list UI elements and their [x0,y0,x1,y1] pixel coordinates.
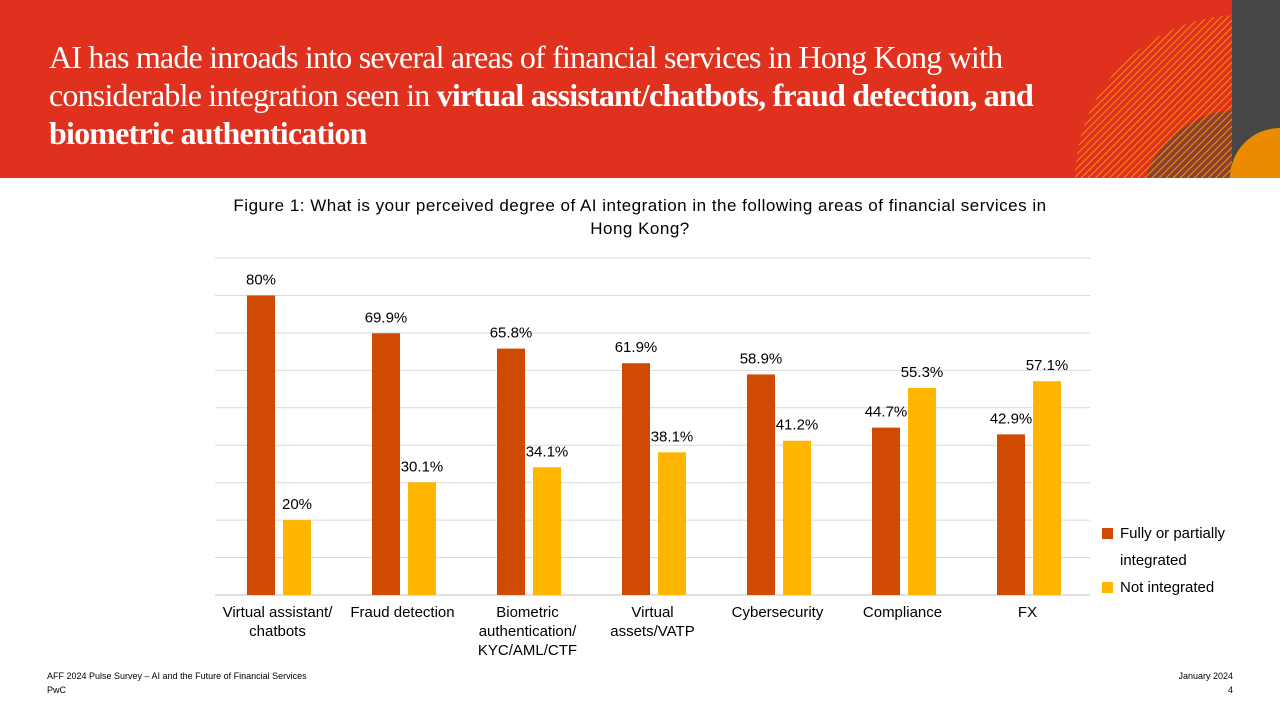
x-tick-label: Virtual assets/VATP [610,604,695,640]
bar [908,387,936,595]
x-tick-label: Cybersecurity [731,604,824,621]
x-tick-label: Compliance [862,604,943,621]
bar [372,333,400,595]
bar [872,427,900,595]
data-label: 69.9% [365,309,408,326]
footer-source: AFF 2024 Pulse Survey – AI and the Futur… [47,671,307,681]
bar [783,440,811,595]
data-label: 58.9% [740,350,783,367]
bar [247,295,275,595]
x-tick-label: Fraud detection [350,604,455,621]
page-number: 4 [1227,685,1233,695]
x-tick-label: Virtual assistant/ chatbots [222,604,333,640]
legend-swatch [1102,528,1113,539]
data-label: 57.1% [1026,357,1069,374]
data-label: 30.1% [401,458,444,475]
bar [1033,381,1061,595]
x-tick-label: Biometric authentication/ KYC/AML/CTF [477,604,578,659]
header-banner: AI has made inroads into several areas o… [0,0,1280,178]
chart-title: Figure 1: What is your perceived degree … [233,196,1047,238]
legend-swatch [1102,582,1113,593]
data-label: 80% [246,271,276,288]
title-bold-text: virtual assistant/chatbots, fraud detect… [49,77,1034,151]
data-label: 20% [282,496,312,513]
legend-label: Not integrated [1120,579,1215,596]
data-label: 41.2% [776,417,819,434]
data-label: 34.1% [526,443,569,460]
data-label: 65.8% [490,325,533,342]
bar [997,434,1025,595]
bar [622,363,650,595]
bar [283,520,311,595]
footer-date: January 2024 [1178,671,1233,681]
bar [747,374,775,595]
header-decoration [1075,0,1280,178]
bar [658,452,686,595]
title-text: AI has made inroads into several areas o… [49,39,1003,113]
data-label: 42.9% [990,410,1033,427]
slide-title: AI has made inroads into several areas o… [49,38,1129,152]
bar [497,348,525,595]
data-label: 44.7% [865,404,908,421]
bar [408,482,436,595]
x-tick-label: FX [1017,604,1038,621]
legend-label: Fully or partially integrated [1120,525,1226,569]
bar [533,467,561,595]
data-label: 61.9% [615,339,658,356]
data-label: 55.3% [901,364,944,381]
footer-company: PwC [47,685,67,695]
data-label: 38.1% [651,428,694,445]
